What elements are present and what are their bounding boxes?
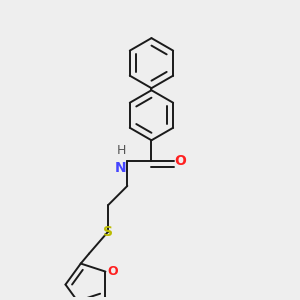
Text: N: N <box>115 161 126 176</box>
Text: O: O <box>174 154 186 168</box>
Text: O: O <box>107 265 118 278</box>
Text: H: H <box>117 144 126 158</box>
Text: S: S <box>103 225 113 238</box>
